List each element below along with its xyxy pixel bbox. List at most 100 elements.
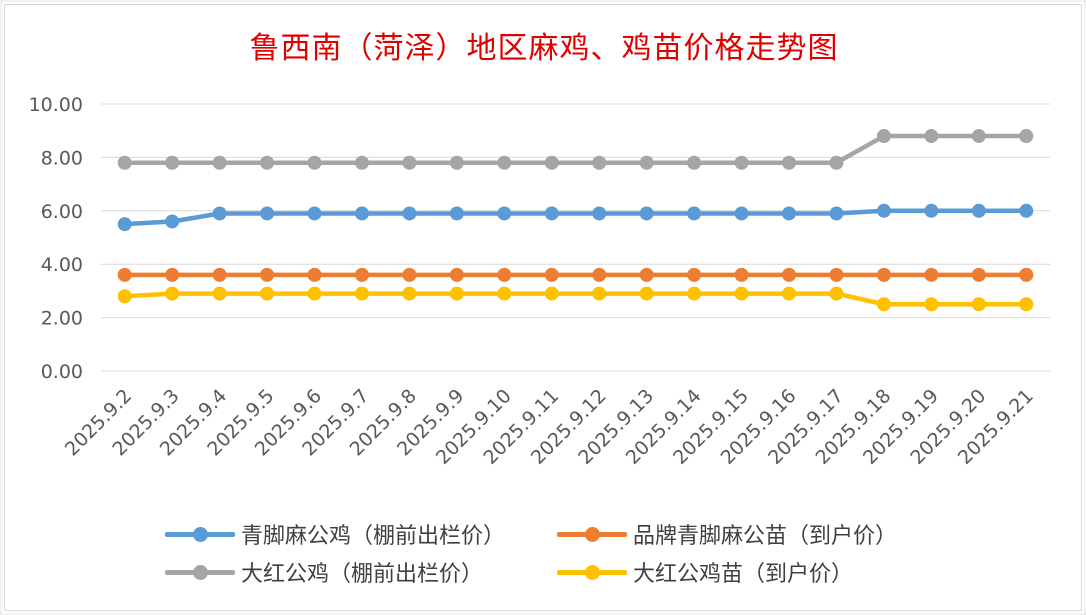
data-point bbox=[1019, 267, 1034, 282]
y-tick-label: 4.00 bbox=[41, 254, 83, 276]
data-point bbox=[971, 267, 986, 282]
data-point bbox=[402, 155, 417, 170]
data-point bbox=[924, 297, 939, 312]
data-point bbox=[639, 206, 654, 221]
legend-swatch bbox=[165, 557, 235, 587]
data-point bbox=[117, 217, 132, 232]
data-point bbox=[497, 267, 512, 282]
series-line bbox=[122, 291, 1029, 307]
data-point bbox=[165, 214, 180, 229]
legend-label: 大红公鸡苗（到户价） bbox=[633, 562, 854, 587]
data-point bbox=[212, 206, 227, 221]
y-tick-label: 0.00 bbox=[41, 361, 83, 383]
legend-label: 品牌青脚麻公苗（到户价） bbox=[633, 524, 898, 549]
data-point bbox=[449, 267, 464, 282]
data-point bbox=[212, 267, 227, 282]
data-point bbox=[402, 206, 417, 221]
data-point bbox=[971, 203, 986, 218]
data-point bbox=[544, 286, 559, 301]
data-point bbox=[876, 203, 891, 218]
data-point bbox=[924, 267, 939, 282]
data-point bbox=[924, 129, 939, 144]
y-tick-label: 8.00 bbox=[41, 147, 83, 169]
data-point bbox=[449, 286, 464, 301]
chart-legend: 青脚麻公鸡（棚前出栏价） 品牌青脚麻公苗（到户价） 大红公鸡（棚前出栏价） 大红公鸡苗… bbox=[165, 515, 965, 595]
data-point bbox=[1019, 129, 1034, 144]
data-point bbox=[449, 206, 464, 221]
data-point bbox=[782, 267, 797, 282]
data-point bbox=[734, 206, 749, 221]
data-point bbox=[829, 155, 844, 170]
legend-swatch bbox=[557, 557, 627, 587]
data-point bbox=[734, 286, 749, 301]
series-line bbox=[122, 208, 1029, 227]
data-point bbox=[260, 286, 275, 301]
data-point bbox=[687, 206, 702, 221]
data-point bbox=[782, 206, 797, 221]
data-point bbox=[592, 155, 607, 170]
data-point bbox=[212, 155, 227, 170]
data-point bbox=[687, 267, 702, 282]
data-point bbox=[876, 129, 891, 144]
data-point bbox=[402, 267, 417, 282]
data-point bbox=[592, 267, 607, 282]
data-point bbox=[782, 286, 797, 301]
data-point bbox=[307, 267, 322, 282]
data-point bbox=[354, 206, 369, 221]
data-point bbox=[687, 155, 702, 170]
y-tick-label: 10.00 bbox=[29, 94, 83, 116]
data-point bbox=[782, 155, 797, 170]
data-point bbox=[354, 155, 369, 170]
data-point bbox=[117, 155, 132, 170]
data-point bbox=[687, 286, 702, 301]
legend-item: 品牌青脚麻公苗（到户价） bbox=[557, 519, 897, 549]
data-point bbox=[544, 155, 559, 170]
legend-item: 青脚麻公鸡（棚前出栏价） bbox=[165, 519, 505, 549]
chart-area[interactable]: 鲁西南（菏泽）地区麻鸡、鸡苗价格走势图 0.00 2.00 4.00 6.00 8.00… bbox=[4, 4, 1082, 611]
legend-label: 青脚麻公鸡（棚前出栏价） bbox=[241, 524, 506, 549]
data-point bbox=[307, 155, 322, 170]
data-point bbox=[117, 267, 132, 282]
legend-item: 大红公鸡苗（到户价） bbox=[557, 557, 853, 587]
data-point bbox=[307, 206, 322, 221]
data-point bbox=[354, 267, 369, 282]
data-point bbox=[449, 155, 464, 170]
series-line bbox=[122, 133, 1029, 165]
data-point bbox=[829, 286, 844, 301]
data-point bbox=[497, 155, 512, 170]
data-point bbox=[165, 267, 180, 282]
data-point bbox=[924, 203, 939, 218]
legend-swatch bbox=[165, 519, 235, 549]
data-point bbox=[1019, 203, 1034, 218]
data-point bbox=[876, 267, 891, 282]
data-point bbox=[260, 155, 275, 170]
data-point bbox=[497, 286, 512, 301]
data-point bbox=[1019, 297, 1034, 312]
data-point bbox=[639, 286, 654, 301]
data-point bbox=[260, 267, 275, 282]
data-point bbox=[212, 286, 227, 301]
data-point bbox=[734, 155, 749, 170]
data-point bbox=[592, 206, 607, 221]
data-point bbox=[544, 206, 559, 221]
legend-item: 大红公鸡（棚前出栏价） bbox=[165, 557, 483, 587]
data-point bbox=[307, 286, 322, 301]
data-point bbox=[734, 267, 749, 282]
chart-title: 鲁西南（菏泽）地区麻鸡、鸡苗价格走势图 bbox=[249, 31, 839, 66]
data-point bbox=[971, 297, 986, 312]
data-point bbox=[117, 289, 132, 304]
data-point bbox=[592, 286, 607, 301]
data-point bbox=[876, 297, 891, 312]
plot-area: 0.002.004.006.008.0010.002025.9.22025.9.… bbox=[29, 94, 1050, 469]
data-point bbox=[639, 155, 654, 170]
data-point bbox=[971, 129, 986, 144]
data-point bbox=[354, 286, 369, 301]
data-point bbox=[497, 206, 512, 221]
data-point bbox=[544, 267, 559, 282]
legend-label: 大红公鸡（棚前出栏价） bbox=[241, 562, 484, 587]
data-point bbox=[260, 206, 275, 221]
data-point bbox=[639, 267, 654, 282]
data-point bbox=[829, 267, 844, 282]
data-point bbox=[402, 286, 417, 301]
data-point bbox=[829, 206, 844, 221]
